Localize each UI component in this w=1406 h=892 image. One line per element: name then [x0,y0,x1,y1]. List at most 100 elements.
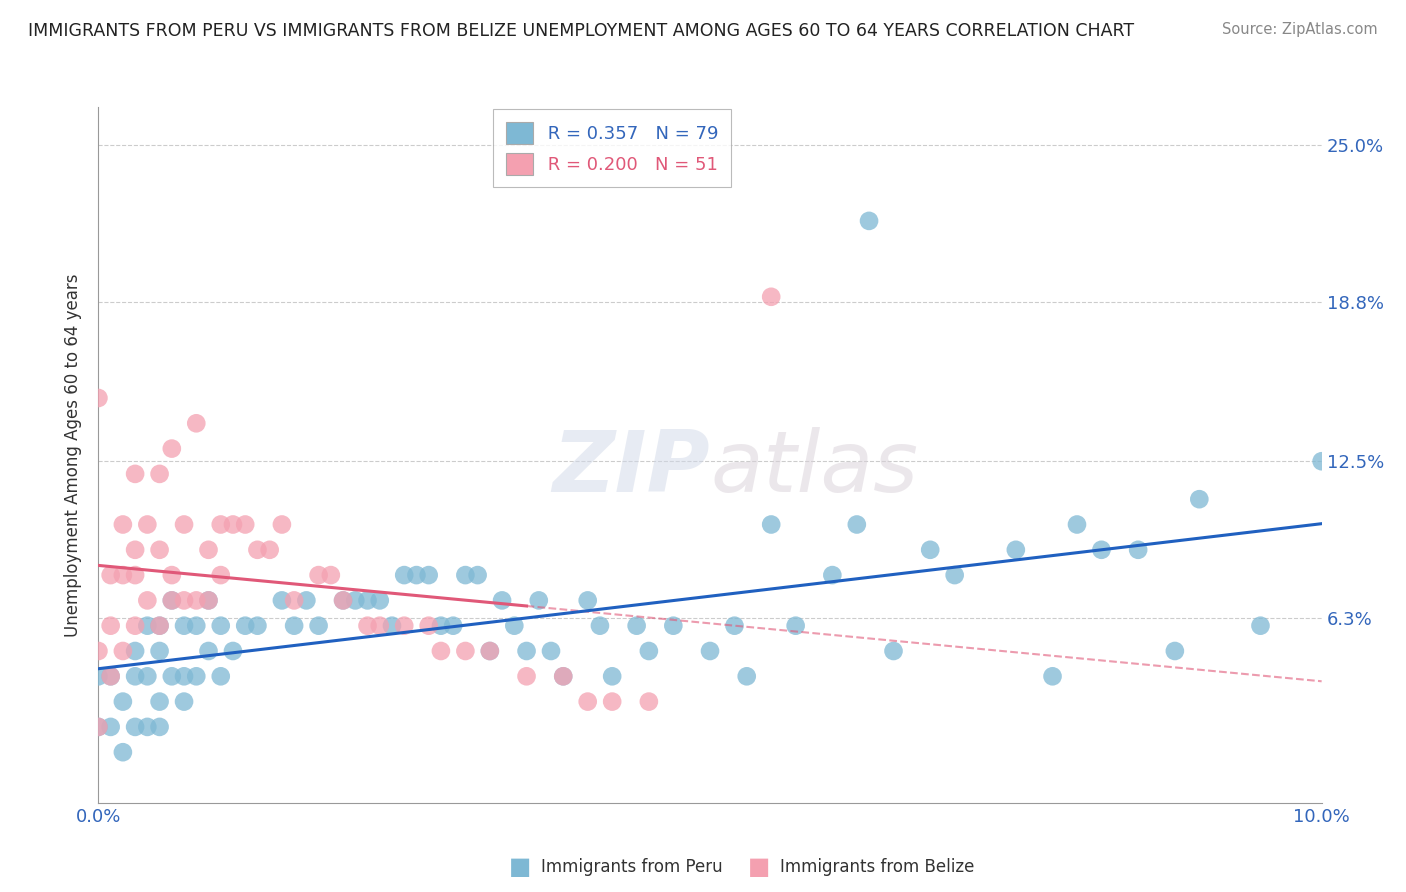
Point [173,517,195,532]
Point [111,695,134,709]
Point [392,618,416,632]
Point [233,618,256,632]
Point [1004,542,1026,557]
Point [149,618,172,632]
Point [637,644,661,658]
Point [467,568,489,582]
Point [100,618,122,632]
Point [149,720,172,734]
Point [478,644,501,658]
Point [149,695,172,709]
Point [270,517,292,532]
Y-axis label: Unemployment Among Ages 60 to 64 years: Unemployment Among Ages 60 to 64 years [65,273,83,637]
Point [186,417,208,431]
Point [662,618,685,632]
Point [136,618,159,632]
Point [222,644,245,658]
Point [87,669,110,683]
Point [344,593,367,607]
Point [246,618,269,632]
Point [124,720,146,734]
Point [392,568,416,582]
Point [1188,492,1211,507]
Point [111,745,134,759]
Point [136,669,159,683]
Point [173,618,195,632]
Point [600,695,623,709]
Point [454,644,477,658]
Point [283,593,305,607]
Point [637,695,661,709]
Point [87,391,110,405]
Point [197,593,219,607]
Point [1249,618,1271,632]
Point [441,618,464,632]
Point [124,618,146,632]
Point [136,517,159,532]
Point [209,517,232,532]
Point [87,644,110,658]
Point [100,669,122,683]
Point [149,644,172,658]
Point [418,568,440,582]
Point [332,593,354,607]
Point [405,568,427,582]
Point [1090,542,1112,557]
Point [699,644,721,658]
Point [418,618,440,632]
Point [259,542,281,557]
Point [381,618,404,632]
Point [87,720,110,734]
Text: ZIP: ZIP [553,427,710,510]
Point [124,542,146,557]
Point [149,542,172,557]
Point [111,568,134,582]
Point [160,442,183,456]
Point [503,618,526,632]
Point [626,618,648,632]
Point [430,618,453,632]
Point [233,517,256,532]
Point [845,517,868,532]
Point [759,290,782,304]
Point [356,618,378,632]
Point [723,618,745,632]
Point [186,593,208,607]
Point [136,593,159,607]
Point [197,542,219,557]
Point [589,618,612,632]
Point [735,669,758,683]
Point [858,214,880,228]
Point [430,644,453,658]
Text: atlas: atlas [710,427,918,510]
Point [100,568,122,582]
Point [1042,669,1064,683]
Text: Immigrants from Peru: Immigrants from Peru [541,858,723,876]
Legend:  R = 0.357   N = 79,  R = 0.200   N = 51: R = 0.357 N = 79, R = 0.200 N = 51 [494,109,731,187]
Point [149,618,172,632]
Point [149,467,172,481]
Point [100,720,122,734]
Point [111,644,134,658]
Point [87,720,110,734]
Point [1128,542,1150,557]
Point [160,669,183,683]
Point [553,669,575,683]
Point [160,568,183,582]
Point [124,568,146,582]
Point [368,593,391,607]
Point [883,644,905,658]
Point [527,593,550,607]
Point [197,644,219,658]
Point [759,517,782,532]
Point [209,618,232,632]
Point [553,669,575,683]
Point [173,593,195,607]
Point [1066,517,1088,532]
Point [124,669,146,683]
Point [124,644,146,658]
Point [160,593,183,607]
Point [576,695,599,709]
Point [540,644,562,658]
Text: Immigrants from Belize: Immigrants from Belize [780,858,974,876]
